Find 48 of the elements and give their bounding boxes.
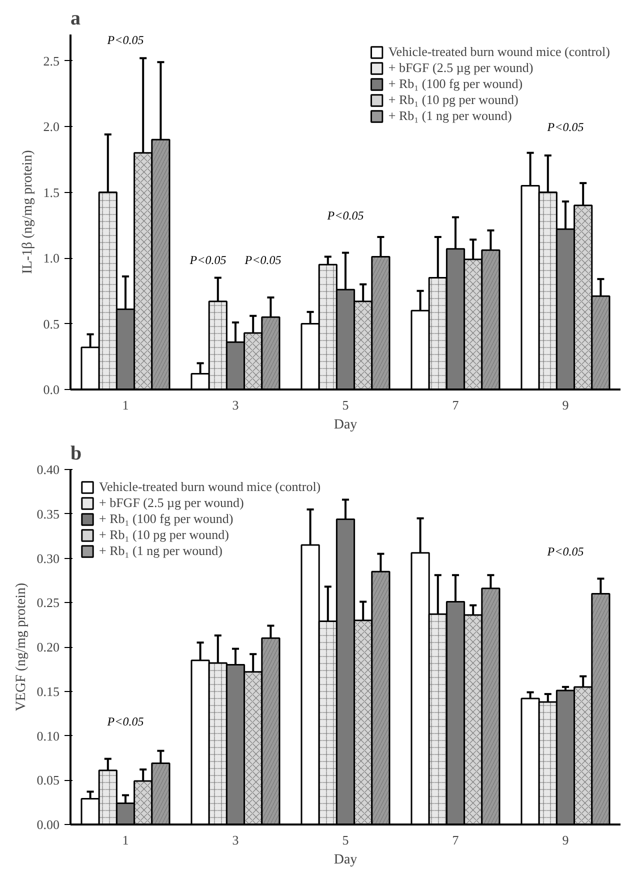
chart-title: a: [70, 8, 80, 30]
x-tick-label: 1: [122, 398, 129, 412]
y-tick-label: 0.30: [36, 550, 60, 566]
annotation: P<0.05: [546, 120, 584, 134]
legend-label: Vehicle-treated burn wound mice (control): [388, 44, 610, 60]
x-axis-title: Day: [334, 852, 358, 868]
annotation: P<0.05: [244, 253, 282, 268]
legend-label: + bFGF (2.5 µg per wound): [388, 60, 534, 76]
y-axis-title: VEGF (ng/mg protein): [14, 582, 29, 712]
annotation: P<0.05: [188, 253, 226, 268]
x-tick-label: 9: [562, 398, 569, 412]
legend-label: + Rb₁ (100 fg per wound): [99, 511, 234, 527]
legend-label: + Rb₁ (1 ng per wound): [99, 543, 222, 559]
annotation: P<0.05: [326, 208, 364, 223]
y-tick-label: 0.05: [36, 772, 60, 788]
y-tick-label: 0.10: [36, 728, 60, 744]
y-tick-label: 0.35: [36, 506, 60, 522]
legend-label: + Rb₁ (10 pg per wound): [388, 92, 518, 108]
legend-label: + Rb₁ (1 ng per wound): [388, 108, 512, 124]
annotation: P<0.05: [106, 32, 144, 47]
annotation: P<0.05: [106, 714, 144, 729]
y-tick-label: 0.0: [43, 382, 60, 397]
y-axis-title: IL-1β (ng/mg protein): [20, 150, 36, 274]
y-tick-label: 0.20: [36, 640, 60, 654]
y-tick-label: 0.40: [36, 462, 60, 477]
x-tick-label: 3: [232, 398, 239, 412]
x-tick-label: 9: [562, 832, 569, 848]
x-tick-label: 7: [452, 832, 460, 848]
legend-label: + Rb₁ (10 pg per wound): [99, 527, 229, 543]
y-tick-label: 1.0: [43, 250, 60, 266]
chart-title: b: [70, 442, 82, 464]
x-tick-label: 7: [452, 398, 460, 412]
legend-label: + bFGF (2.5 µg per wound): [99, 495, 244, 511]
y-tick-label: 0.5: [43, 316, 60, 332]
x-tick-label: 5: [342, 832, 349, 848]
y-tick-label: 0.00: [36, 817, 60, 832]
y-tick-label: 2.0: [43, 119, 60, 134]
x-tick-label: 5: [342, 398, 349, 412]
legend-label: + Rb₁ (100 fg per wound): [388, 76, 523, 92]
y-tick-label: 0.25: [36, 595, 60, 610]
legend-label: Vehicle-treated burn wound mice (control): [99, 479, 321, 495]
y-tick-label: 1.5: [43, 184, 60, 200]
y-tick-label: 0.15: [36, 684, 60, 699]
x-tick-label: 1: [122, 832, 129, 848]
x-axis-title: Day: [334, 418, 358, 432]
x-tick-label: 3: [232, 832, 239, 848]
annotation: P<0.05: [546, 544, 584, 558]
y-tick-label: 2.5: [43, 53, 60, 68]
